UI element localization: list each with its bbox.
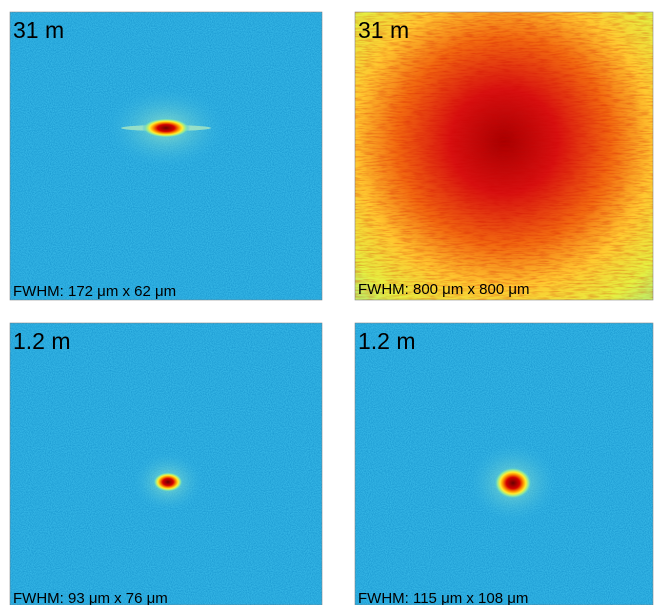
distance-label: 1.2 m bbox=[358, 328, 416, 354]
panel: 1.2 m FWHM: 93 μm x 76 μm bbox=[10, 323, 322, 605]
distance-label: 31 m bbox=[358, 17, 409, 43]
panel: 31 m FWHM: 172 μm x 62 μm bbox=[10, 12, 322, 300]
fwhm-label: FWHM: 172 μm x 62 μm bbox=[13, 283, 176, 300]
fwhm-label: FWHM: 93 μm x 76 μm bbox=[13, 590, 168, 605]
fwhm-label: FWHM: 115 μm x 108 μm bbox=[358, 590, 528, 605]
beam-spot bbox=[142, 118, 190, 138]
figure: 31 m FWHM: 172 μm x 62 μm 31 m FWHM: 800… bbox=[0, 0, 655, 605]
distance-label: 1.2 m bbox=[13, 328, 71, 354]
beam-spot bbox=[494, 467, 532, 499]
panel: 31 m FWHM: 800 μm x 800 μm bbox=[355, 12, 653, 300]
distance-label: 31 m bbox=[13, 17, 64, 43]
fwhm-label: FWHM: 800 μm x 800 μm bbox=[358, 281, 529, 298]
noise bbox=[355, 12, 653, 300]
panel: 1.2 m FWHM: 115 μm x 108 μm bbox=[355, 323, 653, 605]
beam-spot bbox=[153, 472, 183, 492]
